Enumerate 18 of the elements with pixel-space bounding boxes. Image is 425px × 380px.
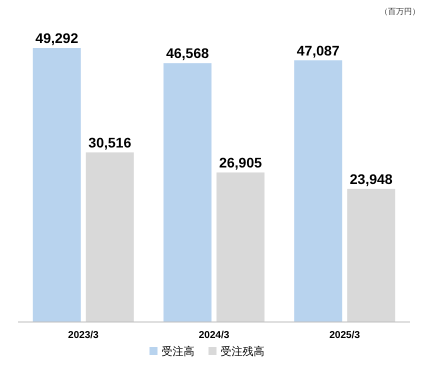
data-label: 30,516 — [88, 134, 132, 150]
data-label: 49,292 — [35, 30, 78, 46]
bar — [86, 152, 134, 322]
bar — [294, 60, 342, 322]
data-label: 26,905 — [219, 154, 262, 170]
legend-label: 受注残高 — [220, 345, 264, 358]
bar — [216, 172, 264, 322]
legend-label: 受注高 — [162, 345, 194, 358]
bar — [164, 63, 212, 322]
text: （百万円） — [380, 7, 420, 16]
bar — [32, 48, 81, 322]
x-tick-label: 2025/3 — [329, 330, 360, 341]
data-label: 46,568 — [166, 45, 210, 62]
x-tick-label: 2023/3 — [68, 330, 100, 341]
data-label: 23,948 — [350, 170, 393, 187]
x-tick-label: 2024/3 — [198, 330, 230, 341]
bar — [347, 188, 396, 322]
data-label: 47,087 — [296, 42, 340, 58]
